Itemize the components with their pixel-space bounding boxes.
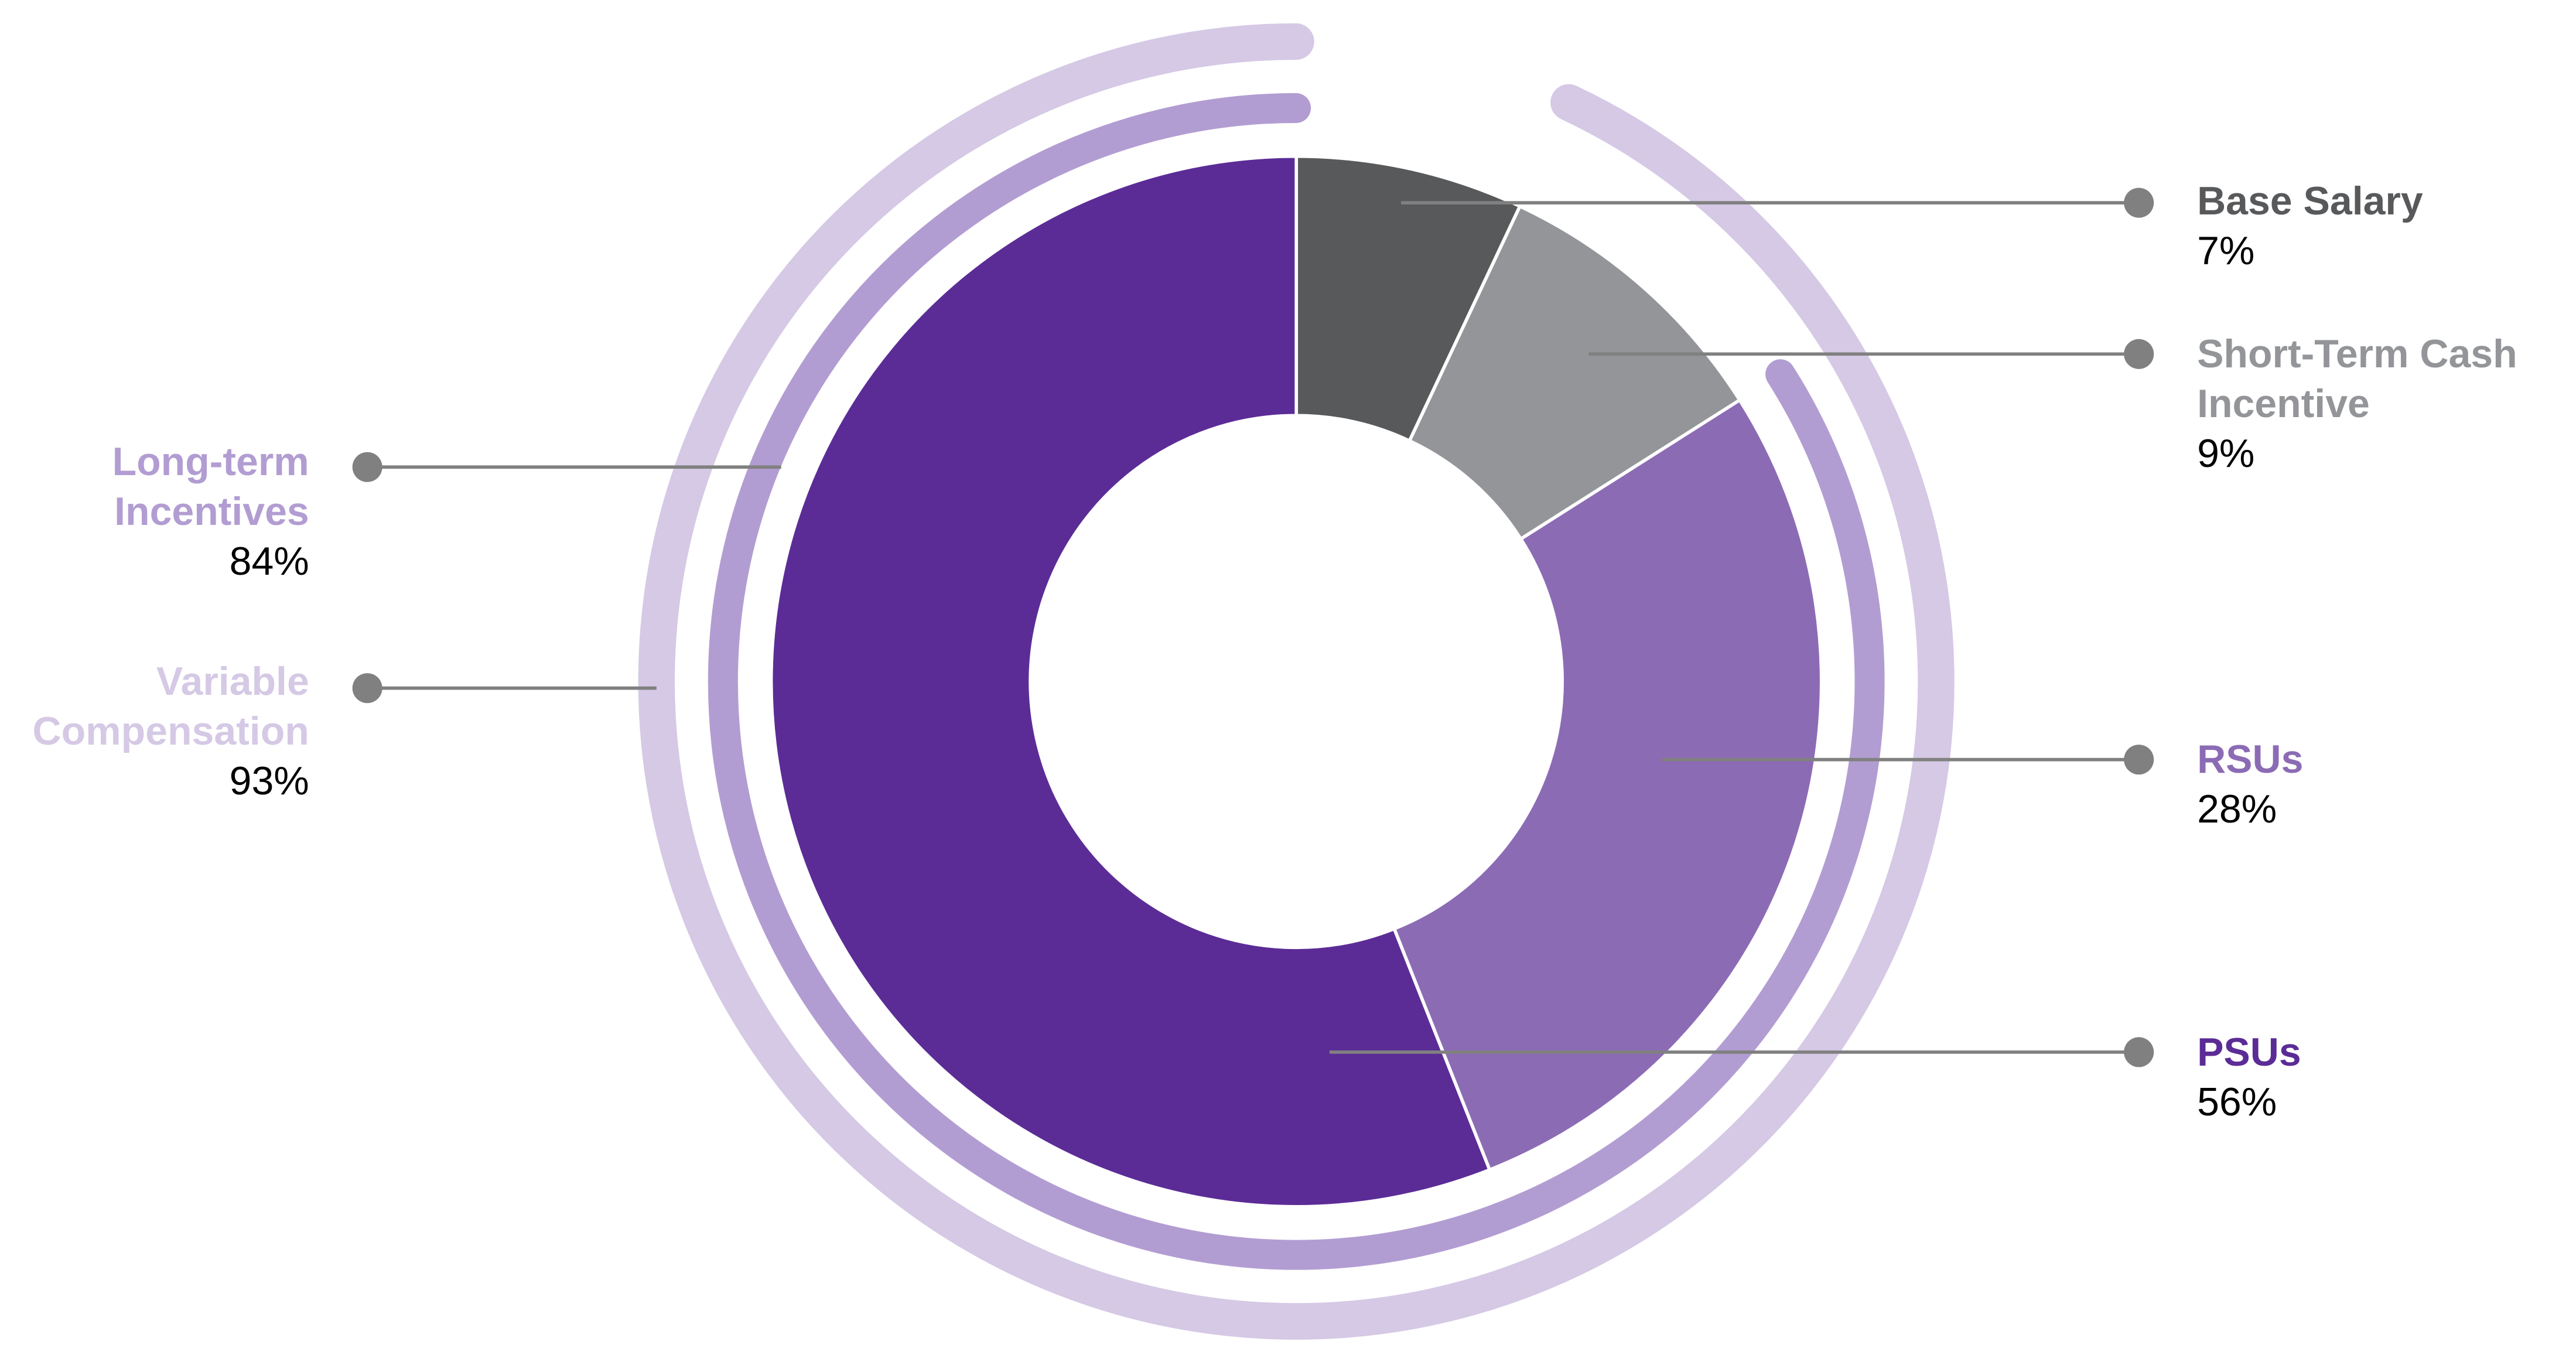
label-value: 9%: [2197, 431, 2255, 476]
donut-segment: [1392, 397, 1823, 1172]
label-name: Variable Compensation: [32, 658, 309, 753]
leader-dot: [352, 673, 382, 704]
label: Short-Term Cash Incentive 9%: [2197, 329, 2576, 479]
leader-dot: [2124, 1037, 2154, 1067]
label-name: Long-term Incentives: [112, 439, 309, 534]
label-name: RSUs: [2197, 737, 2304, 782]
label: Variable Compensation 93%: [0, 657, 309, 806]
donut-segment: [769, 154, 1492, 1209]
label-value: 7%: [2197, 228, 2255, 273]
label-value: 56%: [2197, 1079, 2277, 1124]
ring-arc: [708, 93, 1885, 1270]
label: PSUs 56%: [2197, 1028, 2576, 1127]
label: Long-term Incentives 84%: [0, 437, 309, 586]
label-name: Base Salary: [2197, 178, 2423, 223]
label-value: 28%: [2197, 787, 2277, 832]
leader-dot: [352, 452, 382, 482]
donut-segment: [1407, 204, 1743, 541]
label: Base Salary 7%: [2197, 176, 2576, 276]
leader-dot: [2124, 339, 2154, 369]
leader-dot: [2124, 745, 2154, 775]
label-value: 84%: [229, 539, 309, 584]
label-name: PSUs: [2197, 1029, 2301, 1074]
leader-dot: [2124, 187, 2154, 218]
label: RSUs 28%: [2197, 735, 2576, 834]
ring-arc: [638, 23, 1955, 1340]
label-value: 93%: [229, 758, 309, 803]
label-name: Short-Term Cash Incentive: [2197, 331, 2517, 426]
